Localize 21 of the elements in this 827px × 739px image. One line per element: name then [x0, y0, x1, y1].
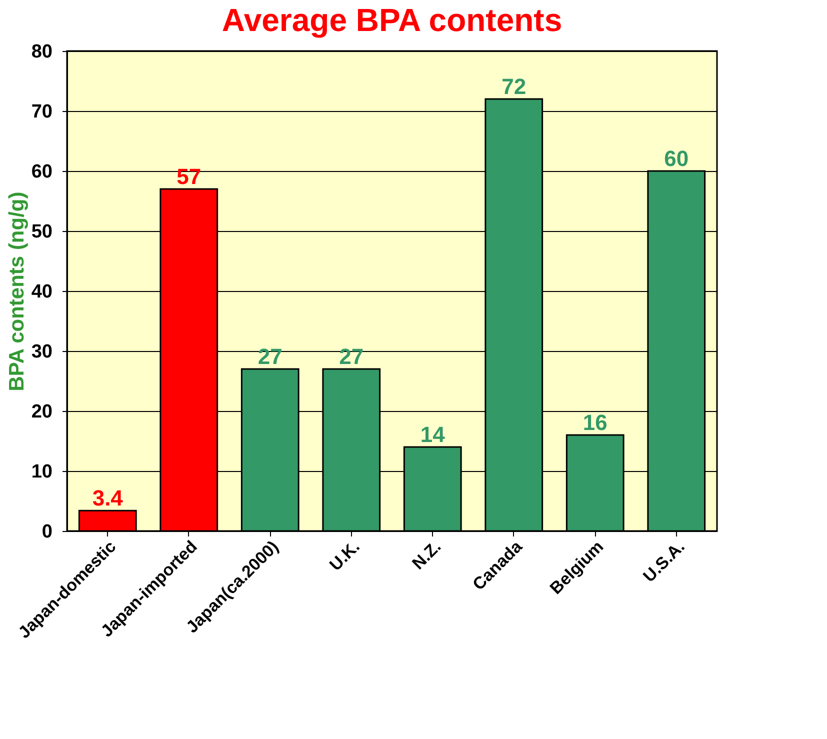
y-tick-label: 40	[31, 282, 52, 302]
y-tick-label: 10	[31, 462, 52, 482]
y-tick-label: 70	[31, 102, 52, 122]
y-tick-label: 30	[31, 342, 52, 362]
data-label: 16	[582, 410, 608, 435]
x-tick-label: U.K.	[326, 537, 364, 575]
y-tick-label: 20	[31, 402, 52, 422]
data-label: 14	[420, 422, 446, 447]
y-tick-label: 60	[31, 162, 52, 182]
data-label: 57	[176, 164, 202, 189]
data-label: 3.4	[92, 486, 124, 511]
data-label: 27	[339, 344, 364, 369]
y-tick-label: 50	[31, 222, 52, 242]
data-label: 72	[502, 74, 526, 99]
x-tick-label: N.Z.	[408, 537, 445, 574]
data-label: 60	[664, 146, 689, 171]
y-tick-label: 80	[31, 42, 52, 62]
y-tick-label: 0	[42, 522, 52, 542]
chart-title: Average BPA contents	[222, 2, 562, 38]
data-label: 27	[258, 344, 282, 369]
y-axis-title: BPA contents (ng/g)	[5, 192, 28, 392]
